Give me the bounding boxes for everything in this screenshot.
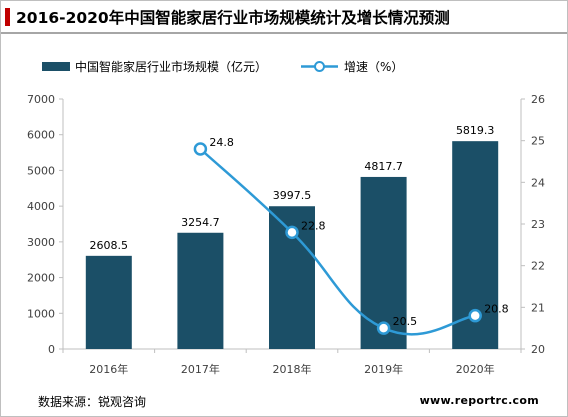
y-right-tick-label: 25 [531,135,545,148]
x-tick-label: 2020年 [456,362,495,376]
legend: 中国智能家居行业市场规模（亿元） 增速（%） [42,59,403,74]
y-left-tick-label: 3000 [27,236,55,249]
x-tick-label: 2016年 [89,362,128,376]
line-point [376,321,391,335]
line-value-label: 20.5 [393,315,418,328]
chart-title: 2016-2020年中国智能家居行业市场规模统计及增长情况预测 [16,9,450,27]
title-bar: 2016-2020年中国智能家居行业市场规模统计及增长情况预测 [1,1,567,31]
x-tick-label: 2017年 [181,362,220,376]
line-series [193,142,482,336]
bar [85,255,132,349]
x-tick-label: 2019年 [364,362,403,376]
line-point [285,225,299,240]
growth-line [199,148,476,336]
bar-value-label: 3997.5 [273,189,312,202]
legend-label-line: 增速（%） [344,60,403,74]
y-left-tick-label: 0 [48,343,55,356]
title-divider [1,32,567,34]
bar [177,232,224,349]
y-right-tick-label: 21 [531,301,545,314]
bar-value-label: 2608.5 [90,239,129,252]
line-value-label: 20.8 [484,303,509,316]
y-left-tick-label: 1000 [27,307,55,320]
y-left-tick-label: 6000 [27,129,55,142]
line-value-label: 24.8 [209,136,234,149]
bar-value-label: 5819.3 [456,124,495,137]
bar-series [85,141,499,349]
legend-swatch-bar [42,62,70,71]
y-right-tick-label: 23 [531,218,545,231]
y-left-tick-label: 2000 [27,272,55,285]
y-right-tick-label: 26 [531,93,545,106]
y-left-tick-label: 5000 [27,164,55,177]
data-labels: 2608.5 3254.7 3997.5 4817.7 5819.3 24.8 22.8 20… [90,124,509,328]
y-right-tick-label: 22 [531,260,545,273]
line-point [468,308,482,323]
axes: 0 1000 2000 3000 4000 5000 6000 7000 20 21 22 23 24 2… [27,93,545,376]
y-right-tick-label: 24 [531,176,545,189]
bar-value-label: 3254.7 [181,216,220,229]
y-left-tick-label: 7000 [27,93,55,106]
title-accent-bar [5,8,10,26]
line-point [193,142,208,156]
legend-marker-icon [314,61,325,72]
website-link[interactable]: www.reportrc.com [419,394,539,407]
line-value-label: 22.8 [301,219,326,232]
y-right-tick-label: 20 [531,343,545,356]
x-tick-label: 2018年 [273,362,312,376]
y-left-tick-label: 4000 [27,200,55,213]
bar-value-label: 4817.7 [364,160,403,173]
source-note: 数据来源：锐观咨询 [38,395,147,409]
legend-label-bar: 中国智能家居行业市场规模（亿元） [75,59,267,74]
